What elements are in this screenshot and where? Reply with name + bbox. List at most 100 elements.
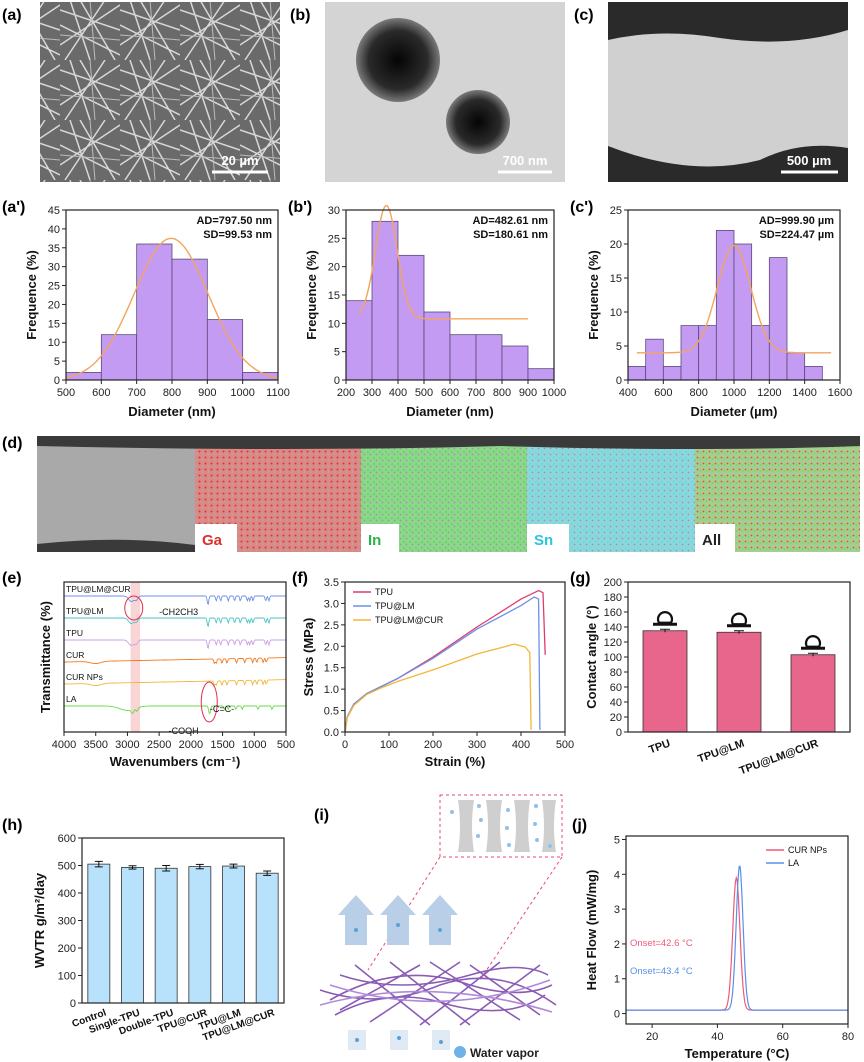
histogram-bar	[100, 334, 138, 381]
y-tick-label: 30	[48, 262, 60, 274]
eds-label-ga: Ga	[202, 532, 223, 549]
y-tick-label: 0.0	[324, 727, 339, 739]
stress-strain-line	[344, 589, 546, 733]
histogram-bar	[423, 311, 451, 381]
x-tick-label: 3000	[115, 739, 139, 751]
stress-strain-line	[344, 643, 532, 733]
x-tick-label: 700	[127, 387, 145, 399]
highlight-band	[130, 582, 141, 732]
y-tick-label: 160	[604, 607, 622, 619]
water-vapor-legend: Water vapor	[470, 1046, 539, 1060]
histogram-bar	[449, 334, 477, 381]
ftir-line	[64, 705, 286, 715]
panel-letter-c: (c)	[574, 7, 594, 24]
legend-label: TPU	[375, 587, 393, 597]
histogram-bar	[786, 352, 806, 381]
y-axis-label: Transmittance (%)	[38, 601, 53, 713]
plot-frame	[344, 581, 566, 733]
x-tick-label: 200	[337, 387, 355, 399]
gaussian-fit-line	[358, 204, 528, 320]
wvtr-bar	[154, 867, 178, 1004]
plot-frame	[81, 837, 285, 1004]
x-tick-label: 2000	[179, 739, 203, 751]
y-tick-label: 3.5	[324, 577, 339, 589]
x-tick-label: 400	[389, 387, 407, 399]
droplet-surface	[727, 624, 751, 628]
fiber-mesh	[319, 961, 557, 1026]
y-tick-label: 1.0	[324, 684, 339, 696]
panel-a: (a) 20 µm	[2, 2, 280, 182]
annotation-ad: AD=482.61 nm	[472, 215, 548, 227]
x-category-label: TPU	[647, 738, 672, 757]
histogram-bar	[501, 345, 529, 381]
eds-bottom-edge	[37, 539, 195, 552]
y-tick-label: 2.5	[324, 620, 339, 632]
x-tick-label: 300	[468, 739, 486, 751]
x-tick-label: 900	[519, 387, 537, 399]
x-tick-label: 500	[415, 387, 433, 399]
wvtr-bar	[222, 865, 245, 1004]
panel-letter: (c')	[570, 199, 593, 216]
x-tick-label: 0	[342, 739, 348, 751]
panel-i: (i)	[314, 794, 563, 1060]
y-tick-label: 0	[70, 998, 76, 1010]
panel-c: (c) 500 µm	[574, 2, 848, 182]
y-tick-label: 10	[610, 307, 622, 319]
histogram-bar	[680, 325, 700, 381]
x-tick-label: 100	[380, 739, 398, 751]
y-tick-label: 0	[614, 1009, 620, 1021]
droplet-icon	[804, 635, 822, 648]
wvtr-bar	[121, 867, 144, 1004]
y-axis-label: Frequence (%)	[24, 250, 39, 340]
x-axis-label: Strain (%)	[425, 754, 486, 769]
pore-illustration	[450, 800, 556, 852]
x-tick-label: 500	[556, 739, 574, 751]
y-axis-label: Frequence (%)	[304, 250, 319, 340]
x-tick-label: 200	[424, 739, 442, 751]
histogram-bar	[136, 243, 173, 381]
histogram-bar	[733, 243, 753, 381]
y-tick-label: 300	[58, 916, 76, 928]
x-category-label: TPU@LM	[696, 738, 746, 766]
y-tick-label: 3	[614, 904, 620, 916]
droplet-icon	[656, 611, 674, 624]
scale-label-a: 20 µm	[221, 153, 258, 168]
legend-label: CUR NPs	[788, 845, 828, 855]
y-tick-label: 0	[616, 727, 622, 739]
contact-angle-bar	[642, 630, 688, 733]
y-tick-label: 0.5	[324, 706, 339, 718]
y-tick-label: 10	[328, 318, 340, 330]
x-tick-label: 1200	[757, 387, 781, 399]
y-tick-label: 45	[48, 205, 60, 217]
panel-letter-a: (a)	[2, 7, 22, 24]
panel-letter: (a')	[2, 199, 25, 216]
y-tick-label: 40	[48, 224, 60, 236]
y-tick-label: 0	[616, 375, 622, 387]
annotation-sd: SD=224.47 µm	[759, 229, 834, 241]
y-tick-label: 180	[604, 592, 622, 604]
histogram-bar	[662, 365, 682, 381]
y-tick-label: 80	[610, 667, 622, 679]
histogram-bar	[171, 258, 208, 381]
x-tick-label: 1600	[828, 387, 852, 399]
y-tick-label: 5	[616, 341, 622, 353]
panel-letter-d: (d)	[2, 435, 22, 452]
histogram-bar	[804, 365, 823, 381]
y-tick-label: 15	[610, 273, 622, 285]
y-tick-label: 25	[48, 281, 60, 293]
y-tick-label: 120	[604, 637, 622, 649]
eds-label-box	[195, 524, 237, 552]
scale-label-b: 700 nm	[503, 153, 548, 168]
ftir-line	[64, 657, 286, 665]
histogram-bar	[645, 338, 664, 381]
tem-image	[325, 2, 565, 182]
x-tick-label: 500	[277, 739, 295, 751]
droplet-icon	[730, 612, 748, 626]
dsc-line	[626, 865, 848, 1011]
panel-letter: (e)	[2, 570, 22, 587]
zoom-line-right	[479, 856, 563, 981]
ftir-line	[64, 639, 286, 649]
y-tick-label: 10	[48, 337, 60, 349]
y-tick-label: 5	[614, 834, 620, 846]
histogram-bar	[715, 229, 735, 381]
